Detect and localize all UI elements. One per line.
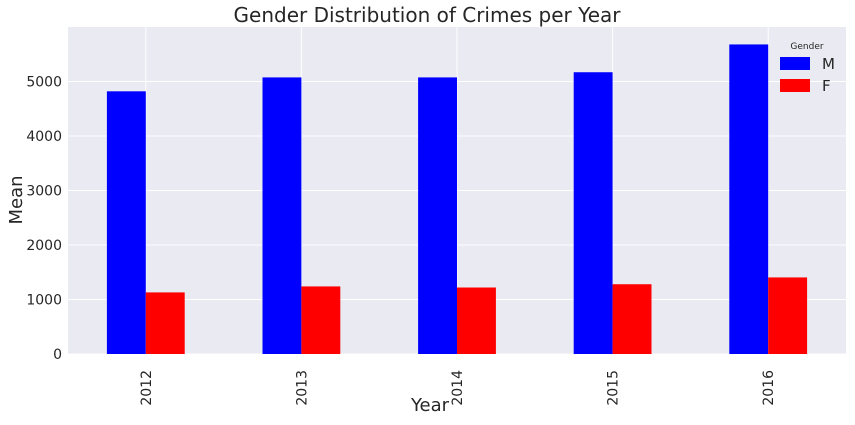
legend-swatch-m (780, 57, 810, 70)
bar-m-2016 (729, 44, 769, 354)
bar-m-2015 (573, 72, 613, 355)
x-axis-label: Year (410, 395, 450, 416)
bar-m-2013 (262, 77, 302, 354)
bar-f-2012 (145, 292, 185, 354)
y-tick-label: 3000 (26, 184, 62, 200)
y-tick-label: 0 (53, 347, 62, 363)
legend-title: Gender (790, 42, 823, 52)
y-axis-ticks: 0 1000 2000 3000 4000 5000 (26, 75, 62, 364)
y-tick-label: 4000 (26, 129, 62, 145)
bar-f-2013 (301, 286, 341, 354)
y-tick-label: 5000 (26, 75, 62, 91)
chart-title: Gender Distribution of Crimes per Year (234, 3, 622, 27)
bar-f-2016 (768, 277, 808, 354)
legend-swatch-f (780, 79, 810, 92)
bar-f-2015 (612, 284, 652, 354)
legend-label-f: F (822, 77, 831, 95)
x-tick-label: 2016 (761, 370, 777, 406)
x-tick-label: 2015 (606, 370, 622, 406)
x-axis-ticks: 2012 2013 2014 2015 2016 (139, 370, 777, 406)
y-tick-label: 1000 (26, 293, 62, 309)
y-tick-label: 2000 (26, 238, 62, 254)
bar-m-2014 (418, 77, 457, 354)
y-axis-label: Mean (6, 175, 27, 224)
x-tick-label: 2012 (139, 370, 155, 406)
bars (106, 44, 808, 355)
bar-m-2012 (106, 91, 146, 354)
x-tick-label: 2013 (294, 370, 310, 406)
bar-f-2014 (457, 287, 496, 354)
x-tick-label: 2014 (450, 370, 466, 406)
legend-label-m: M (822, 55, 835, 73)
legend: Gender M F (780, 42, 835, 95)
